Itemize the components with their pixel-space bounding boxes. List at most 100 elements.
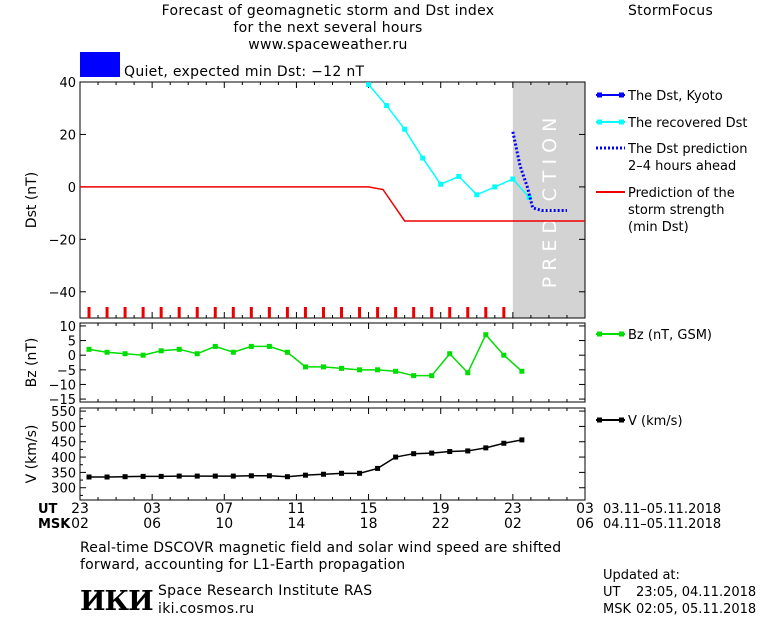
series-line [511,131,567,212]
data-point [492,184,498,190]
data-point [393,368,399,374]
updated-msk-label: MSK [603,602,631,617]
msk-tick-label: 22 [432,516,450,532]
data-point [429,373,435,379]
data-point [339,470,345,476]
data-point [302,472,308,478]
data-point [447,449,453,455]
data-point [483,445,489,451]
data-point [420,155,426,161]
chart-title-url[interactable]: www.spaceweather.ru [248,37,408,53]
y-tick-label: −5 [57,364,76,379]
data-point [248,473,254,479]
y-axis-label: Bz (nT) [24,338,40,388]
footnote-line-2: forward, accounting for L1-Earth propaga… [80,557,406,573]
data-point [447,351,453,357]
data-point [375,367,381,373]
data-point [266,473,272,479]
y-tick-label: 550 [51,405,76,420]
status-swatch [80,52,120,77]
msk-tick-label: 06 [576,516,594,532]
data-point [158,473,164,479]
data-point [519,368,525,374]
ut-tick-label: 07 [215,501,233,517]
data-point [230,349,236,355]
data-point [212,343,218,349]
msk-tick-label: 02 [504,516,522,532]
chart-title-line-1: Forecast of geomagnetic storm and Dst in… [161,3,495,19]
msk-tick-label: 14 [288,516,306,532]
legend-label: The Dst prediction [627,142,748,157]
ut-tick-label: 23 [71,501,89,517]
data-point [411,373,417,379]
data-point [104,349,110,355]
data-point [465,448,471,454]
series-line [368,84,530,198]
data-point [375,465,381,471]
legend-label: Bz (nT, GSM) [628,328,712,343]
y-tick-label: 350 [51,466,76,481]
ut-tick-label: 19 [432,501,450,517]
data-point [140,473,146,479]
data-point [526,194,532,200]
series-line [89,439,523,478]
data-point [320,471,326,477]
data-point [411,451,417,457]
dst-chart: PREDICTION 40 20 0 −20 −40 Dst (nT) The Dst, Ky… [24,76,748,319]
data-point [212,473,218,479]
updated-ut-value: 23:05, 04.11.2018 [636,585,757,600]
series-line [80,186,585,222]
y-tick-label: 10 [59,320,76,335]
legend-marker [597,417,602,423]
data-point [284,349,290,355]
data-point [429,450,435,456]
legend-label: The recovered Dst [627,116,747,131]
data-point [465,370,471,376]
ut-tick-label: 15 [360,501,378,517]
legend-marker [619,119,624,125]
updated-msk-value: 02:05, 05.11.2018 [636,602,757,617]
ut-tick-label: 23 [504,501,522,517]
legend-label: V (km/s) [628,414,683,429]
data-point [483,332,489,338]
y-tick-label: 300 [51,482,76,497]
data-point [86,474,92,480]
brand-name: StormFocus [628,3,714,19]
plot-frame [79,81,586,319]
msk-tick-label: 18 [360,516,378,532]
data-point [456,173,462,179]
ut-tick-label: 11 [288,501,306,517]
updated-ut-label: UT [603,585,621,600]
y-axis-label: V (km/s) [24,425,40,484]
data-point [302,364,308,370]
status-text: Quiet, expected min Dst: −12 nT [124,64,365,80]
data-point [519,437,525,443]
data-point [176,346,182,352]
data-point [339,365,345,371]
data-point [194,473,200,479]
data-point [402,126,408,132]
data-point [158,348,164,354]
y-tick-label: 0 [68,181,76,196]
data-point [122,474,128,480]
org-site-link[interactable]: iki.cosmos.ru [158,601,255,617]
data-point [501,352,507,358]
legend-label: storm strength [628,203,725,218]
org-name: Space Research Institute RAS [158,583,373,599]
y-tick-label: −40 [49,286,76,301]
msk-tick-label: 10 [215,516,233,532]
data-point [474,192,480,198]
series-line [88,333,523,377]
data-point [230,473,236,479]
plot-frame [79,407,586,501]
data-point [393,454,399,460]
data-point [357,470,363,476]
msk-tick-label: 02 [71,516,89,532]
data-point [501,440,507,446]
y-tick-label: 450 [51,436,76,451]
y-tick-label: −15 [49,393,76,408]
legend-label: The Dst, Kyoto [627,89,723,104]
legend-label: (min Dst) [628,220,689,235]
